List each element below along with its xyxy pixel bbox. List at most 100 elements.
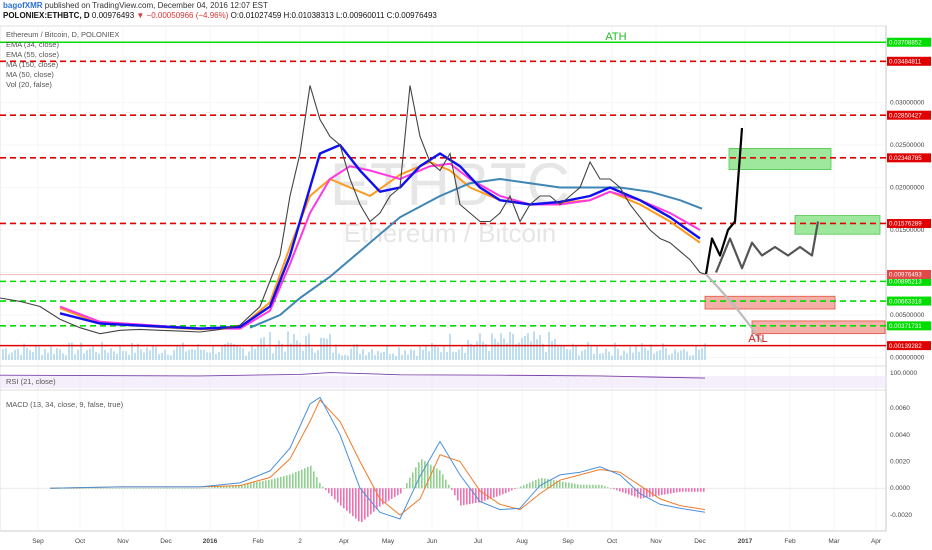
macd-histogram-bar [478,488,480,503]
volume-bar [200,349,202,360]
macd-histogram-bar [493,488,495,498]
volume-bar [527,333,529,360]
volume-bar [656,351,658,360]
macd-histogram-bar [688,488,690,492]
price-tick-label: 0.01500000 [890,227,925,234]
volume-bar [494,338,496,360]
volume-bar [356,344,358,360]
macd-histogram-bar [643,488,645,499]
volume-bar [26,347,28,360]
macd-histogram-bar [379,488,381,507]
macd-histogram-bar [703,488,705,492]
volume-bar [683,348,685,360]
macd-histogram-bar [151,488,153,489]
volume-bar [521,337,523,360]
macd-histogram-bar [445,479,447,489]
macd-histogram-bar [505,488,507,494]
volume-bar [113,351,115,360]
volume-bar [677,352,679,360]
macd-histogram-bar [640,488,642,499]
macd-histogram-bar [223,486,225,489]
level-price-tag [887,341,931,351]
macd-histogram-bar [121,488,123,489]
volume-bar [698,349,700,360]
macd-histogram-bar [364,488,366,520]
volume-bar [455,352,457,360]
macd-histogram-bar [625,488,627,494]
volume-bar [569,349,571,360]
volume-bar [266,347,268,360]
sideways-projection [714,221,820,273]
price-axis[interactable]: 0.03000000 0.02500000 0.02000000 0.01500000… [887,37,931,519]
macd-histogram-bar [472,488,474,504]
macd-histogram-bar [139,488,141,489]
level-price-tag [887,296,931,306]
price-tick-label: 0.02500000 [890,142,925,149]
macd-histogram-bar [454,488,456,496]
time-axis[interactable]: Sep Oct Nov Dec 2016 Feb 2 Apr May Jun Jul Aug Sep Oc… [0,530,886,545]
price-zones [704,147,886,335]
macd-histogram-bar [61,488,63,489]
volume-bar [563,345,565,360]
volume-bar [347,355,349,360]
macd-histogram-bar [514,488,516,490]
macd-histogram-bar [184,488,186,489]
author-link[interactable]: bagofXMR [3,1,43,10]
legend-item: EMA (34, close) [6,40,59,49]
volume-bar [653,353,655,360]
volume-bar [608,351,610,360]
volume-bar [461,346,463,360]
ohlc-values: O:0.01027459 H:0.01038313 L:0.00960011 C… [230,11,437,20]
macd-histogram-bar [622,488,624,493]
volume-bar [368,352,370,360]
macd-histogram-bar [406,483,408,489]
macd-histogram-bar [181,488,183,489]
volume-bar [536,339,538,360]
macd-histogram-bar [136,488,138,489]
macd-histogram-bar [109,488,111,489]
volume-bar [377,351,379,360]
volume-bar [386,344,388,360]
volume-bar [620,355,622,360]
macd-histogram-bar [304,468,306,489]
volume-bar [632,352,634,360]
volume-bar [308,333,310,360]
volume-bar [242,348,244,360]
macd-histogram-bar [631,488,633,496]
macd-histogram-bar [616,488,618,491]
macd-histogram-bar [619,488,621,492]
volume-bar [662,343,664,360]
volume-bar [605,348,607,360]
time-tick-label: May [382,538,395,545]
volume-bar [329,334,331,360]
watermark-symbol: ETHBTC [330,151,570,218]
macd-histogram-bar [226,485,228,489]
macd-histogram-bar [322,486,324,489]
volume-bar [179,346,181,360]
macd-histogram-bar [697,488,699,492]
volume-bar [302,350,304,360]
time-tick-label: Oct [75,538,85,545]
macd-histogram-bar [499,488,501,496]
macd-histogram-bar [103,488,105,489]
volume-bar [344,354,346,360]
volume-bar [74,354,76,360]
macd-histogram-bar [502,488,504,495]
macd-histogram-bar [694,488,696,492]
macd-histogram-bar [430,464,432,489]
publish-info: bagofXMR published on TradingView.com, D… [3,1,268,10]
volume-bar [125,351,127,360]
volume-bar [107,352,109,360]
macd-histogram-bar [79,488,81,489]
macd-histogram-bar [682,488,684,492]
volume-bar [335,344,337,360]
macd-histogram-bar [592,484,594,489]
panel-borders [0,25,887,532]
volume-bar [155,346,157,360]
price-tick-label: 0.00500000 [890,312,925,319]
macd-histogram-bar [214,487,216,489]
volume-bar [530,341,532,360]
volume-bar [443,345,445,360]
volume-bar [278,340,280,360]
